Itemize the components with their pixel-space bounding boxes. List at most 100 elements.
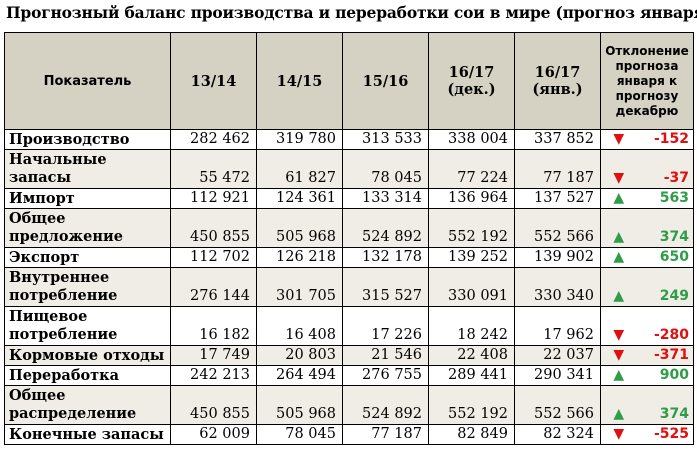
value-16-17-dec: 139 252 <box>428 247 515 268</box>
trend-cell: ▼ <box>600 424 637 445</box>
value-15-16: 21 546 <box>342 345 429 366</box>
value-16-17-dec: 77 224 <box>428 149 515 189</box>
value-16-17-jan: 139 902 <box>514 247 601 268</box>
value-16-17-jan: 82 324 <box>514 424 601 445</box>
header-16-17-dec-month: (дек.) <box>447 81 496 98</box>
value-15-16: 524 892 <box>342 385 429 425</box>
arrow-down-icon: ▼ <box>613 327 625 343</box>
row-label: Общее распределение <box>4 385 171 425</box>
header-15-16: 15/16 <box>342 32 429 130</box>
value-16-17-jan: 290 341 <box>514 365 601 386</box>
header-16-17-jan: 16/17 (янв.) <box>514 32 601 130</box>
value-13-14: 62 009 <box>170 424 257 445</box>
value-13-14: 17 749 <box>170 345 257 366</box>
value-16-17-jan: 22 037 <box>514 345 601 366</box>
header-13-14: 13/14 <box>170 32 257 130</box>
deviation-value: -525 <box>636 424 694 445</box>
value-14-15: 124 361 <box>256 188 343 209</box>
value-14-15: 505 968 <box>256 208 343 248</box>
value-14-15: 301 705 <box>256 267 343 307</box>
deviation-value: 900 <box>636 365 694 386</box>
table-row: Конечные запасы 62 009 78 045 77 187 82 849 8… <box>4 424 694 445</box>
value-14-15: 264 494 <box>256 365 343 386</box>
value-16-17-dec: 82 849 <box>428 424 515 445</box>
value-16-17-jan: 17 962 <box>514 306 601 346</box>
row-label: Производство <box>4 129 171 150</box>
deviation-value: 650 <box>636 247 694 268</box>
table-row: Импорт 112 921 124 361 133 314 136 964 137 52… <box>4 188 694 209</box>
value-15-16: 315 527 <box>342 267 429 307</box>
deviation-value: 563 <box>636 188 694 209</box>
header-14-15: 14/15 <box>256 32 343 130</box>
value-13-14: 242 213 <box>170 365 257 386</box>
trend-cell: ▲ <box>600 208 637 248</box>
value-16-17-jan: 330 340 <box>514 267 601 307</box>
value-13-14: 282 462 <box>170 129 257 150</box>
value-15-16: 17 226 <box>342 306 429 346</box>
value-15-16: 78 045 <box>342 149 429 189</box>
value-16-17-dec: 289 441 <box>428 365 515 386</box>
value-15-16: 133 314 <box>342 188 429 209</box>
value-13-14: 450 855 <box>170 208 257 248</box>
trend-cell: ▼ <box>600 149 637 189</box>
arrow-down-icon: ▼ <box>613 426 625 442</box>
value-14-15: 319 780 <box>256 129 343 150</box>
trend-cell: ▲ <box>600 247 637 268</box>
value-14-15: 78 045 <box>256 424 343 445</box>
arrow-up-icon: ▲ <box>613 406 625 422</box>
arrow-up-icon: ▲ <box>613 190 625 206</box>
table-row: Пищевое потребление 16 182 16 408 17 226 18 … <box>4 306 694 346</box>
value-14-15: 126 218 <box>256 247 343 268</box>
header-16-17-dec-year: 16/17 <box>448 64 495 81</box>
trend-cell: ▲ <box>600 188 637 209</box>
trend-cell: ▼ <box>600 345 637 366</box>
value-15-16: 132 178 <box>342 247 429 268</box>
header-16-17-jan-year: 16/17 <box>534 64 581 81</box>
arrow-down-icon: ▼ <box>613 170 625 186</box>
row-label: Пищевое потребление <box>4 306 171 346</box>
arrow-up-icon: ▲ <box>613 288 625 304</box>
row-label: Экспорт <box>4 247 171 268</box>
row-label: Начальные запасы <box>4 149 171 189</box>
value-13-14: 112 702 <box>170 247 257 268</box>
value-14-15: 20 803 <box>256 345 343 366</box>
row-label: Внутреннее потребление <box>4 267 171 307</box>
value-15-16: 524 892 <box>342 208 429 248</box>
value-15-16: 77 187 <box>342 424 429 445</box>
deviation-value: -152 <box>636 129 694 150</box>
value-15-16: 313 533 <box>342 129 429 150</box>
deviation-value: 249 <box>636 267 694 307</box>
header-16-17-dec: 16/17 (дек.) <box>428 32 515 130</box>
value-13-14: 55 472 <box>170 149 257 189</box>
trend-cell: ▲ <box>600 365 637 386</box>
value-16-17-jan: 137 527 <box>514 188 601 209</box>
trend-cell: ▲ <box>600 385 637 425</box>
table-row: Внутреннее потребление 276 144 301 705 315 … <box>4 267 694 307</box>
soy-balance-table: Показатель 13/14 14/15 15/16 16/17 (дек.… <box>4 32 694 445</box>
row-label: Конечные запасы <box>4 424 171 445</box>
value-16-17-dec: 552 192 <box>428 385 515 425</box>
value-14-15: 505 968 <box>256 385 343 425</box>
table-row: Кормовые отходы 17 749 20 803 21 546 22 408 2… <box>4 345 694 366</box>
header-deviation: Отклонение прогноза января к прогнозу де… <box>600 32 694 130</box>
value-16-17-dec: 18 242 <box>428 306 515 346</box>
value-16-17-dec: 338 004 <box>428 129 515 150</box>
deviation-value: -371 <box>636 345 694 366</box>
table-row: Переработка 242 213 264 494 276 755 289 441 2… <box>4 365 694 386</box>
row-label: Импорт <box>4 188 171 209</box>
trend-cell: ▲ <box>600 267 637 307</box>
arrow-down-icon: ▼ <box>613 347 625 363</box>
header-indicator: Показатель <box>4 32 171 130</box>
value-16-17-dec: 136 964 <box>428 188 515 209</box>
deviation-value: 374 <box>636 385 694 425</box>
table-row: Начальные запасы 55 472 61 827 78 045 77 224… <box>4 149 694 189</box>
value-16-17-jan: 77 187 <box>514 149 601 189</box>
row-label: Кормовые отходы <box>4 345 171 366</box>
value-13-14: 276 144 <box>170 267 257 307</box>
value-16-17-jan: 552 566 <box>514 385 601 425</box>
value-16-17-dec: 330 091 <box>428 267 515 307</box>
table-row: Производство 282 462 319 780 313 533 338 004… <box>4 129 694 150</box>
arrow-down-icon: ▼ <box>613 131 625 147</box>
value-13-14: 450 855 <box>170 385 257 425</box>
arrow-up-icon: ▲ <box>613 367 625 383</box>
